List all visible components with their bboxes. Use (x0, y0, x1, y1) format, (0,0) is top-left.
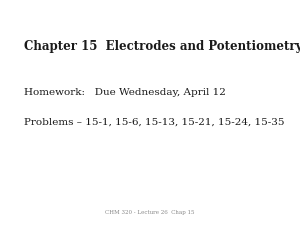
Text: Problems – 15-1, 15-6, 15-13, 15-21, 15-24, 15-35: Problems – 15-1, 15-6, 15-13, 15-21, 15-… (24, 118, 284, 127)
Text: CHM 320 - Lecture 26  Chap 15: CHM 320 - Lecture 26 Chap 15 (105, 210, 195, 215)
Text: Chapter 15  Electrodes and Potentiometry: Chapter 15 Electrodes and Potentiometry (24, 40, 300, 53)
Text: Homework:   Due Wednesday, April 12: Homework: Due Wednesday, April 12 (24, 88, 226, 97)
